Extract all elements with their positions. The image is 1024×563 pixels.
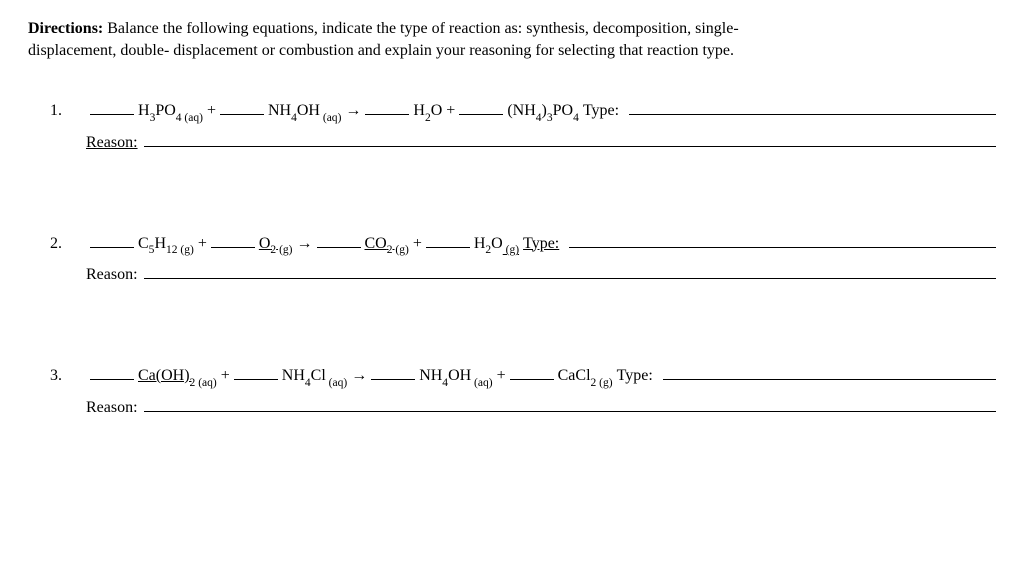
problem-2-row: 2. C5H12 (g) + O2 (g) → CO2 (g) + H2O (g…	[50, 232, 996, 258]
type-label: Type:	[583, 100, 619, 122]
problem-1-row: 1. H3PO4 (aq) + NH4OH (aq) → H2O + (NH4)…	[50, 99, 996, 125]
product-2: H2O (g)	[474, 233, 519, 258]
reactant-1: C5H12 (g) +	[138, 233, 207, 258]
reactant-1: H3PO4 (aq) +	[138, 100, 216, 125]
directions-label: Directions:	[28, 20, 103, 37]
product-2: (NH4)3PO4	[507, 100, 579, 125]
reason-label: Reason:	[86, 132, 138, 154]
coeff-blank[interactable]	[234, 364, 278, 380]
directions-text-1: Balance the following equations, indicat…	[103, 20, 738, 37]
product-1: CO2 (g) +	[365, 233, 422, 258]
reactant-2: O2 (g) →	[259, 233, 313, 258]
coeff-blank[interactable]	[459, 99, 503, 115]
coeff-blank[interactable]	[90, 364, 134, 380]
product-1: H2O +	[413, 100, 455, 125]
type-blank[interactable]	[663, 364, 996, 380]
reactant-2: NH4Cl (aq) →	[282, 365, 367, 390]
coeff-blank[interactable]	[220, 99, 264, 115]
coeff-blank[interactable]	[211, 232, 255, 248]
type-label: Type:	[523, 233, 559, 255]
reactant-2: NH4OH (aq) →	[268, 100, 361, 125]
problem-number: 1.	[50, 100, 86, 122]
problem-1-reason: Reason:	[86, 131, 996, 154]
reason-label: Reason:	[86, 264, 138, 286]
coeff-blank[interactable]	[365, 99, 409, 115]
coeff-blank[interactable]	[90, 99, 134, 115]
coeff-blank[interactable]	[317, 232, 361, 248]
directions-text-2: displacement, double- displacement or co…	[28, 42, 734, 59]
problem-2-reason: Reason:	[86, 263, 996, 286]
problem-number: 2.	[50, 233, 86, 255]
product-1: NH4OH (aq) +	[419, 365, 505, 390]
type-blank[interactable]	[569, 232, 996, 248]
problem-number: 3.	[50, 365, 86, 387]
reactant-1: Ca(OH)2 (aq) +	[138, 365, 230, 390]
reason-blank[interactable]	[144, 263, 996, 279]
coeff-blank[interactable]	[426, 232, 470, 248]
reason-label: Reason:	[86, 397, 138, 419]
type-label: Type:	[617, 365, 653, 387]
problem-3-reason: Reason:	[86, 396, 996, 419]
product-2: CaCl2 (g)	[558, 365, 613, 390]
reason-blank[interactable]	[144, 396, 996, 412]
reason-blank[interactable]	[144, 131, 996, 147]
coeff-blank[interactable]	[510, 364, 554, 380]
coeff-blank[interactable]	[371, 364, 415, 380]
problem-3-row: 3. Ca(OH)2 (aq) + NH4Cl (aq) → NH4OH (aq…	[50, 364, 996, 390]
coeff-blank[interactable]	[90, 232, 134, 248]
directions-block: Directions: Balance the following equati…	[28, 18, 996, 61]
type-blank[interactable]	[629, 99, 996, 115]
